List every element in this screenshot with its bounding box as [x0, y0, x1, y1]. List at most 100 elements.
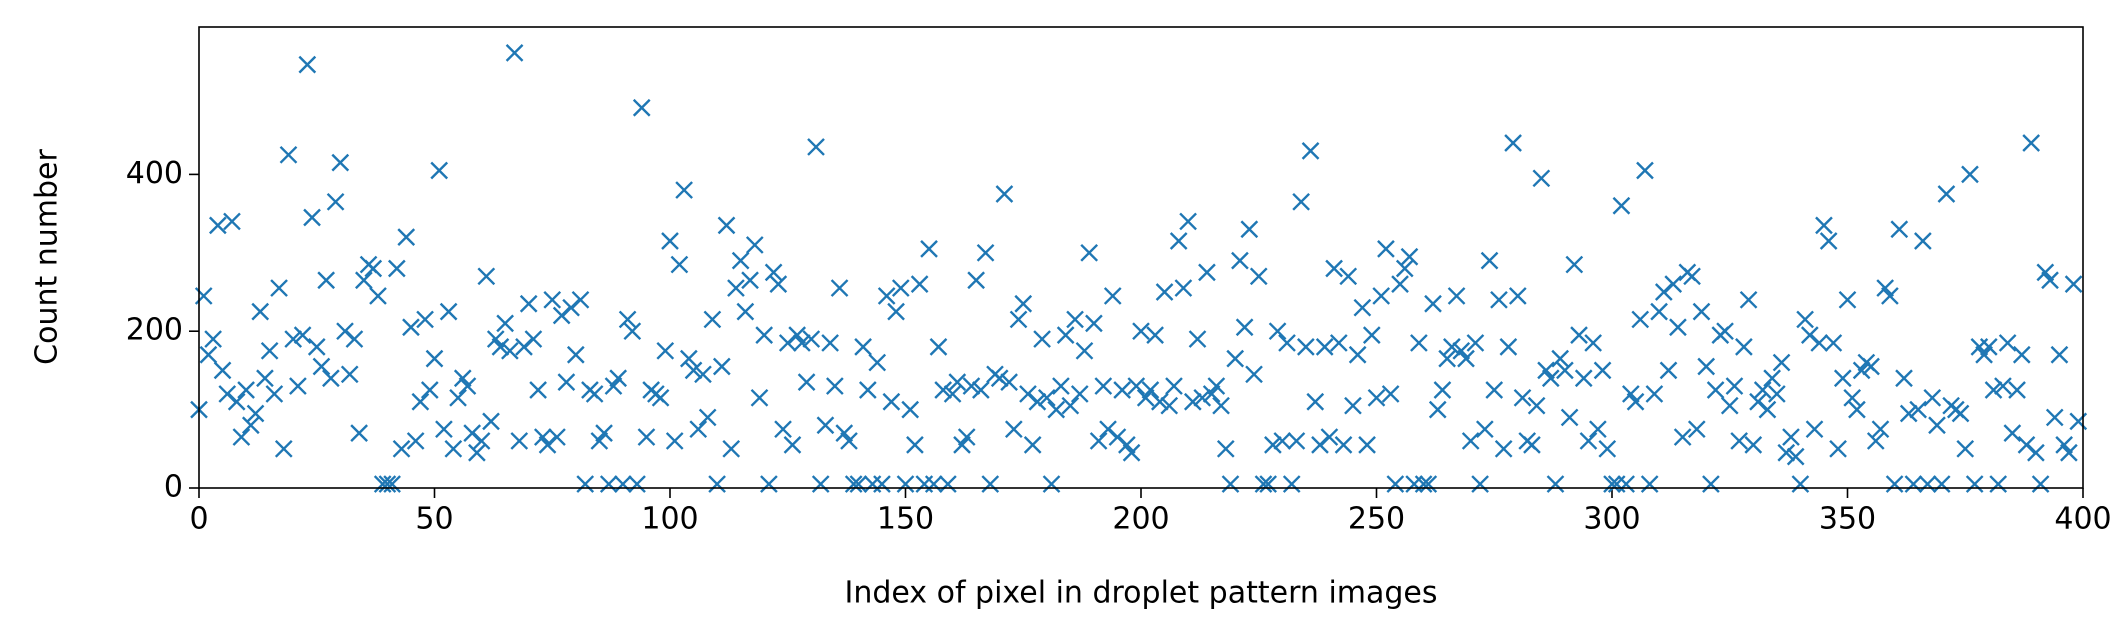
marker	[807, 138, 825, 156]
marker	[227, 392, 246, 411]
marker	[265, 385, 284, 403]
marker	[632, 98, 651, 117]
marker	[1259, 475, 1278, 493]
marker	[1664, 275, 1683, 294]
marker	[1589, 420, 1607, 439]
x-tick-label: 350	[1819, 502, 1876, 537]
marker	[962, 377, 981, 395]
marker	[1391, 275, 1409, 294]
marker	[435, 420, 453, 439]
marker	[1508, 287, 1527, 305]
marker	[1824, 334, 1843, 352]
marker	[543, 290, 562, 309]
marker	[533, 428, 552, 446]
marker	[1989, 475, 2008, 493]
marker	[1339, 267, 1358, 286]
x-tick-label: 0	[189, 502, 208, 537]
marker	[1094, 377, 1113, 395]
marker	[524, 330, 543, 348]
marker	[1132, 322, 1150, 341]
marker	[223, 212, 241, 231]
marker	[1673, 428, 1692, 446]
marker	[1537, 361, 1555, 380]
marker	[1066, 310, 1084, 329]
marker	[679, 349, 698, 368]
marker	[2060, 443, 2078, 462]
marker	[317, 271, 336, 290]
marker	[1405, 475, 1424, 493]
marker	[1306, 392, 1325, 411]
y-axis-label: Count number	[30, 148, 65, 364]
marker	[383, 475, 401, 493]
marker	[618, 310, 637, 329]
marker	[1212, 396, 1230, 415]
marker	[2003, 424, 2022, 442]
marker	[1725, 377, 1744, 395]
marker	[1636, 161, 1654, 180]
marker	[609, 369, 628, 388]
marker	[307, 338, 326, 356]
marker	[1113, 381, 1132, 399]
marker	[289, 377, 307, 395]
marker	[1136, 388, 1155, 407]
marker	[1866, 432, 1885, 450]
marker	[505, 44, 524, 62]
marker	[797, 373, 816, 392]
marker	[896, 475, 915, 493]
marker	[750, 388, 769, 407]
marker	[614, 475, 632, 493]
marker	[1584, 334, 1603, 352]
marker	[1471, 475, 1489, 493]
marker	[256, 369, 274, 388]
x-tick-label: 100	[641, 502, 698, 537]
marker	[548, 428, 566, 446]
marker	[1268, 322, 1287, 341]
marker	[882, 392, 901, 411]
marker	[1188, 330, 1207, 348]
marker	[1372, 287, 1391, 305]
marker	[1669, 318, 1687, 337]
marker	[1061, 396, 1080, 415]
marker	[769, 275, 788, 294]
marker	[1556, 361, 1574, 380]
marker	[821, 334, 839, 352]
marker	[628, 475, 646, 493]
marker	[1744, 436, 1763, 454]
marker	[1428, 400, 1447, 419]
marker	[1532, 169, 1551, 188]
marker	[703, 310, 722, 329]
marker	[1551, 349, 1570, 368]
marker	[1914, 232, 1932, 250]
marker	[322, 369, 340, 388]
marker	[1127, 377, 1146, 395]
marker	[430, 161, 449, 180]
marker	[1202, 385, 1221, 403]
marker	[1975, 345, 1993, 364]
marker	[312, 357, 331, 376]
marker	[811, 475, 830, 493]
marker	[854, 338, 872, 356]
marker	[1457, 349, 1475, 368]
marker	[1386, 475, 1405, 493]
marker	[1344, 396, 1362, 415]
marker	[1650, 302, 1668, 321]
x-axis-label: Index of pixel in droplet pattern images	[844, 576, 1437, 611]
marker	[2031, 475, 2050, 493]
marker	[232, 428, 251, 446]
marker	[1923, 388, 1942, 407]
marker	[1979, 338, 1998, 356]
marker	[924, 475, 943, 493]
y-tick-label: 400	[126, 156, 183, 191]
marker	[1146, 326, 1164, 344]
marker	[237, 381, 255, 399]
marker	[1626, 392, 1645, 411]
marker	[1904, 475, 1923, 493]
marker	[392, 439, 411, 458]
marker	[1720, 396, 1739, 415]
marker	[491, 338, 510, 356]
marker	[1348, 345, 1367, 364]
marker	[920, 240, 938, 258]
marker	[1782, 428, 1800, 446]
marker	[1706, 381, 1725, 399]
marker	[901, 400, 920, 419]
